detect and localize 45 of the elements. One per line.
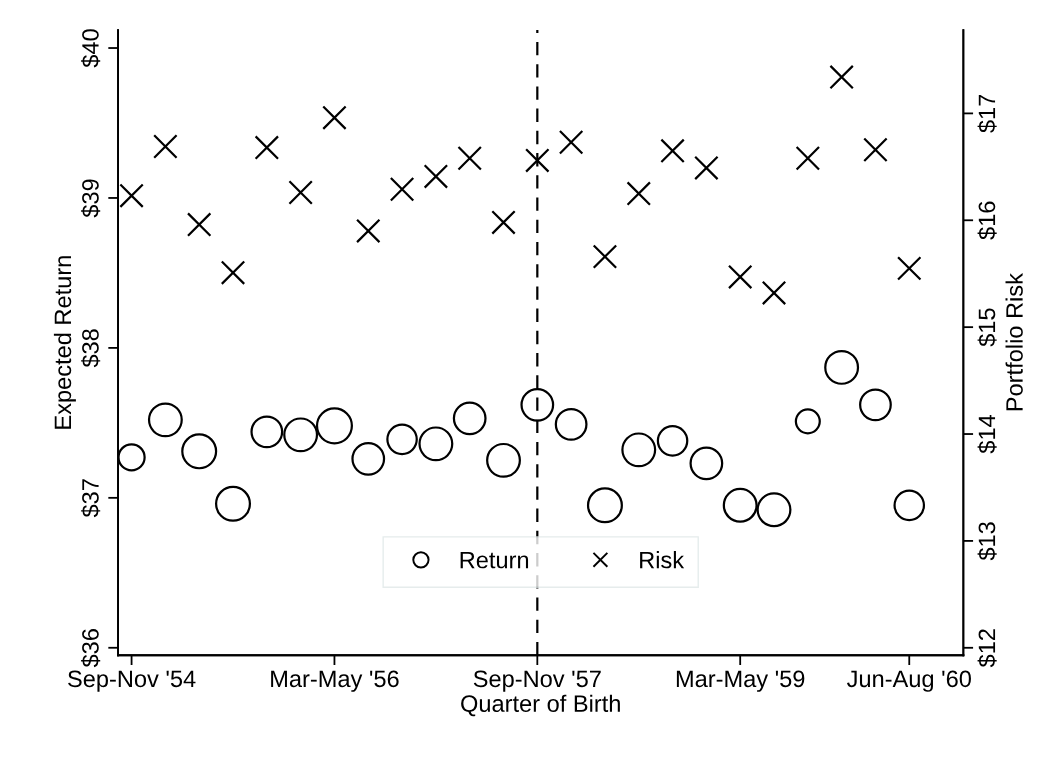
point — [288, 180, 313, 205]
y-tick-label: $39 — [81, 179, 101, 218]
x-tick-label: Jun-Aug '60 — [846, 670, 971, 692]
point — [119, 183, 144, 208]
y2-tick-label: $14 — [977, 415, 997, 454]
point — [761, 280, 787, 306]
y2-tick-label: $12 — [977, 629, 997, 668]
point — [558, 129, 584, 155]
y2-tick-label: $16 — [977, 201, 997, 240]
y2-axis-title: Portfolio Risk — [1005, 273, 1023, 411]
point — [389, 176, 415, 202]
point — [660, 138, 685, 164]
point — [525, 148, 550, 173]
point — [254, 135, 280, 160]
y-axis-title: Expected Return — [53, 256, 76, 429]
point — [592, 244, 618, 269]
x-tick-label: Sep-Nov '57 — [473, 670, 601, 692]
y-tick-label: $40 — [81, 29, 101, 68]
y2-tick-label: $13 — [977, 522, 997, 561]
point — [694, 155, 719, 181]
point — [355, 218, 381, 244]
y-tick-label: $38 — [81, 329, 101, 368]
point — [626, 181, 652, 206]
x-axis-title: Quarter of Birth — [461, 694, 620, 717]
legend-label: Return — [460, 551, 529, 569]
x-tick-label: Sep-Nov '54 — [68, 670, 196, 692]
y2-tick-label: $17 — [977, 94, 997, 133]
y-tick-label: $37 — [81, 479, 101, 518]
point — [153, 134, 178, 159]
point — [829, 64, 854, 90]
point — [491, 210, 516, 235]
y2-tick-label: $15 — [977, 308, 997, 347]
x-tick-label: Mar-May '59 — [676, 670, 805, 692]
point — [457, 145, 482, 171]
point — [896, 256, 922, 281]
y-tick-label: $36 — [81, 629, 101, 668]
legend-label: Risk — [640, 551, 685, 569]
point — [795, 145, 821, 171]
point — [423, 164, 449, 189]
x-tick-label: Mar-May '56 — [271, 670, 399, 692]
point — [186, 212, 212, 237]
point — [220, 260, 246, 285]
point — [863, 137, 888, 163]
point — [727, 264, 753, 290]
point — [322, 105, 347, 130]
